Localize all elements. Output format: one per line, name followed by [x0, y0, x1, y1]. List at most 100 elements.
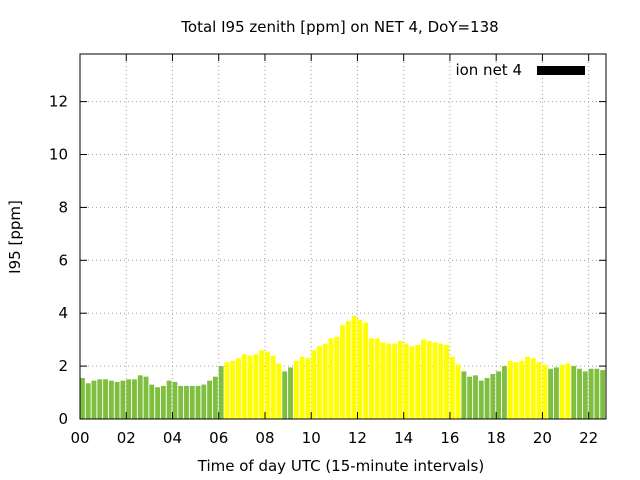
x-tick-label: 02 [117, 429, 136, 447]
bar [276, 363, 282, 419]
bar [264, 351, 270, 419]
bar [432, 342, 438, 419]
bar [536, 362, 542, 419]
bar [386, 343, 392, 419]
bar [426, 340, 432, 419]
bar [553, 367, 559, 419]
bar [316, 346, 322, 419]
bar [594, 368, 600, 419]
bar [195, 385, 201, 419]
bar [126, 379, 132, 419]
bar [149, 384, 155, 419]
bar [449, 356, 455, 419]
bar [501, 366, 507, 419]
bar [403, 343, 409, 419]
bar [415, 344, 421, 419]
x-tick-label: 16 [440, 429, 459, 447]
bar [542, 364, 548, 419]
bar [478, 380, 484, 419]
chart-title: Total I95 zenith [ppm] on NET 4, DoY=138 [180, 18, 498, 36]
y-tick-label: 8 [58, 198, 68, 216]
bar [473, 375, 478, 419]
bar [600, 370, 606, 419]
bar [496, 371, 502, 419]
x-tick-label: 14 [394, 429, 413, 447]
bar [305, 358, 311, 419]
bar [189, 385, 195, 419]
bar [374, 338, 380, 419]
bar [288, 367, 293, 419]
bar [299, 356, 305, 419]
x-tick-label: 20 [533, 429, 552, 447]
bar [345, 321, 351, 419]
legend-label: ion net 4 [455, 61, 522, 79]
bar [565, 363, 571, 419]
y-tick-label: 2 [58, 357, 68, 375]
bar [369, 338, 374, 419]
bar [322, 343, 328, 419]
x-tick-label: 10 [302, 429, 321, 447]
y-tick-label: 4 [58, 304, 68, 322]
bar [178, 385, 184, 419]
x-axis-label: Time of day UTC (15-minute intervals) [197, 457, 484, 475]
bar [490, 374, 496, 419]
bar [455, 364, 461, 419]
bar [282, 371, 288, 419]
y-tick-label: 6 [58, 251, 68, 269]
bar [461, 371, 467, 419]
bar [172, 381, 178, 419]
y-tick-label: 12 [49, 93, 68, 111]
x-tick-label: 12 [348, 429, 367, 447]
bar [236, 358, 241, 419]
y-tick-label: 0 [58, 410, 68, 428]
bar [421, 339, 426, 419]
bar [519, 360, 525, 419]
bar [588, 368, 594, 419]
x-tick-label: 04 [163, 429, 182, 447]
bar [224, 362, 230, 419]
bar [230, 360, 236, 419]
bar [97, 379, 103, 419]
bar [467, 376, 473, 419]
bars [80, 315, 606, 419]
bar [363, 322, 369, 419]
bar [438, 343, 444, 419]
bar [103, 379, 108, 419]
bar [530, 358, 536, 419]
bar [444, 344, 450, 419]
plot-frame [79, 53, 607, 420]
legend-swatch [537, 66, 585, 75]
bar [392, 343, 397, 419]
bar [253, 354, 259, 419]
bar [155, 387, 160, 419]
bar [559, 364, 565, 419]
bar [212, 376, 218, 419]
bar [114, 381, 120, 419]
bar [259, 350, 265, 419]
bar [351, 315, 357, 419]
bar [380, 342, 386, 419]
bar [340, 325, 345, 419]
bar [357, 319, 363, 419]
bar [293, 360, 299, 419]
bar [184, 385, 189, 419]
x-tick-label: 22 [579, 429, 598, 447]
x-tick-label: 18 [487, 429, 506, 447]
y-tick-label: 10 [49, 146, 68, 164]
bar [91, 380, 97, 419]
bar [207, 380, 213, 419]
bar [80, 378, 85, 419]
legend: ion net 4 [455, 61, 585, 79]
bar [85, 383, 91, 419]
bar [108, 380, 114, 419]
bar [218, 366, 224, 419]
y-axis-label: I95 [ppm] [6, 200, 24, 274]
bar [397, 340, 403, 419]
bar [328, 338, 334, 419]
bar [582, 371, 588, 419]
bar [525, 356, 530, 419]
bar [166, 380, 172, 419]
x-tick-label: 06 [209, 429, 228, 447]
